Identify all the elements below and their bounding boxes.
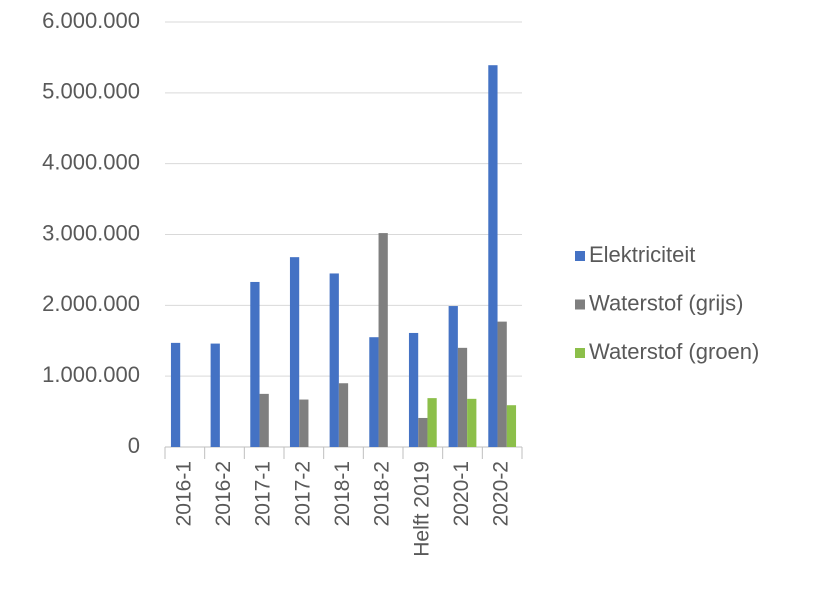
legend-label: Elektriciteit xyxy=(589,242,695,267)
bar xyxy=(467,398,477,447)
x-tick-label: 2020-1 xyxy=(450,461,473,526)
bar xyxy=(457,347,468,447)
bar xyxy=(250,281,260,447)
legend-swatch xyxy=(575,299,585,310)
bar xyxy=(289,257,300,447)
bar xyxy=(170,342,181,447)
y-tick-label: 2.000.000 xyxy=(42,291,140,316)
y-tick-label: 4.000.000 xyxy=(42,149,140,174)
bar xyxy=(506,405,517,447)
x-tick-label: 2016-1 xyxy=(172,461,195,526)
y-tick-label: 3.000.000 xyxy=(42,220,140,245)
legend-label: Waterstof (grijs) xyxy=(589,290,743,315)
x-tick-label: 2016-2 xyxy=(212,461,235,526)
x-tick-label: Helft 2019 xyxy=(410,461,433,557)
bar xyxy=(497,321,507,447)
legend-swatch xyxy=(575,348,585,358)
y-tick-label: 5.000.000 xyxy=(42,79,140,104)
x-tick-label: 2017-2 xyxy=(291,461,314,526)
bar xyxy=(427,398,437,447)
y-tick-label: 1.000.000 xyxy=(42,362,140,387)
bar xyxy=(448,306,458,447)
bar xyxy=(299,399,309,447)
bar xyxy=(488,65,498,447)
x-tick-label: 2018-1 xyxy=(331,461,354,526)
bar xyxy=(378,233,388,447)
x-tick-label: 2020-2 xyxy=(490,461,513,526)
x-tick-label: 2017-1 xyxy=(252,461,275,526)
bar xyxy=(259,393,269,447)
x-tick-label: 2018-2 xyxy=(371,461,394,526)
bar xyxy=(338,383,349,447)
y-tick-label: 6.000.000 xyxy=(42,8,140,33)
bar xyxy=(408,332,419,447)
bar xyxy=(210,343,220,447)
legend-swatch xyxy=(575,251,585,261)
y-tick-label: 0 xyxy=(128,433,140,458)
legend-label: Waterstof (groen) xyxy=(589,339,759,364)
bar xyxy=(369,337,379,447)
bar xyxy=(418,417,428,447)
bar xyxy=(329,273,339,447)
